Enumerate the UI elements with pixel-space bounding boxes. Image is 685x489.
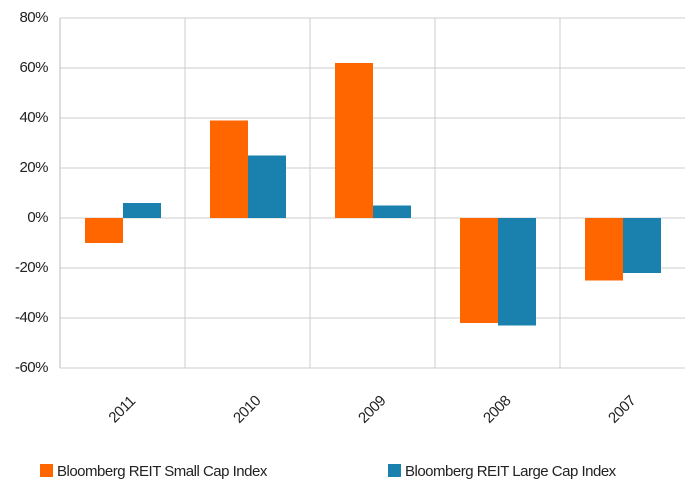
bar [373, 205, 411, 218]
x-tick-label: 2009 [355, 392, 389, 426]
bar [248, 155, 286, 218]
legend-label: Bloomberg REIT Large Cap Index [405, 463, 617, 480]
bar [623, 218, 661, 273]
bar [498, 218, 536, 326]
legend-label: Bloomberg REIT Small Cap Index [57, 463, 268, 480]
bar [123, 203, 161, 218]
bar [85, 218, 123, 243]
bar [210, 120, 248, 218]
legend-swatch [388, 464, 401, 477]
x-tick-label: 2007 [605, 392, 639, 426]
y-tick-label: -20% [15, 259, 48, 276]
x-tick-label: 2011 [105, 393, 139, 427]
y-tick-label: 20% [19, 159, 48, 176]
y-tick-label: -60% [15, 359, 48, 376]
x-tick-label: 2008 [480, 392, 514, 426]
legend-swatch [40, 464, 53, 477]
y-tick-label: 0% [27, 209, 48, 226]
bar [585, 218, 623, 281]
y-tick-label: -40% [15, 309, 48, 326]
bar [460, 218, 498, 323]
bar [335, 63, 373, 218]
x-tick-label: 2010 [230, 392, 264, 426]
y-tick-label: 40% [19, 109, 48, 126]
y-tick-label: 60% [19, 59, 48, 76]
y-tick-label: 80% [19, 9, 48, 26]
